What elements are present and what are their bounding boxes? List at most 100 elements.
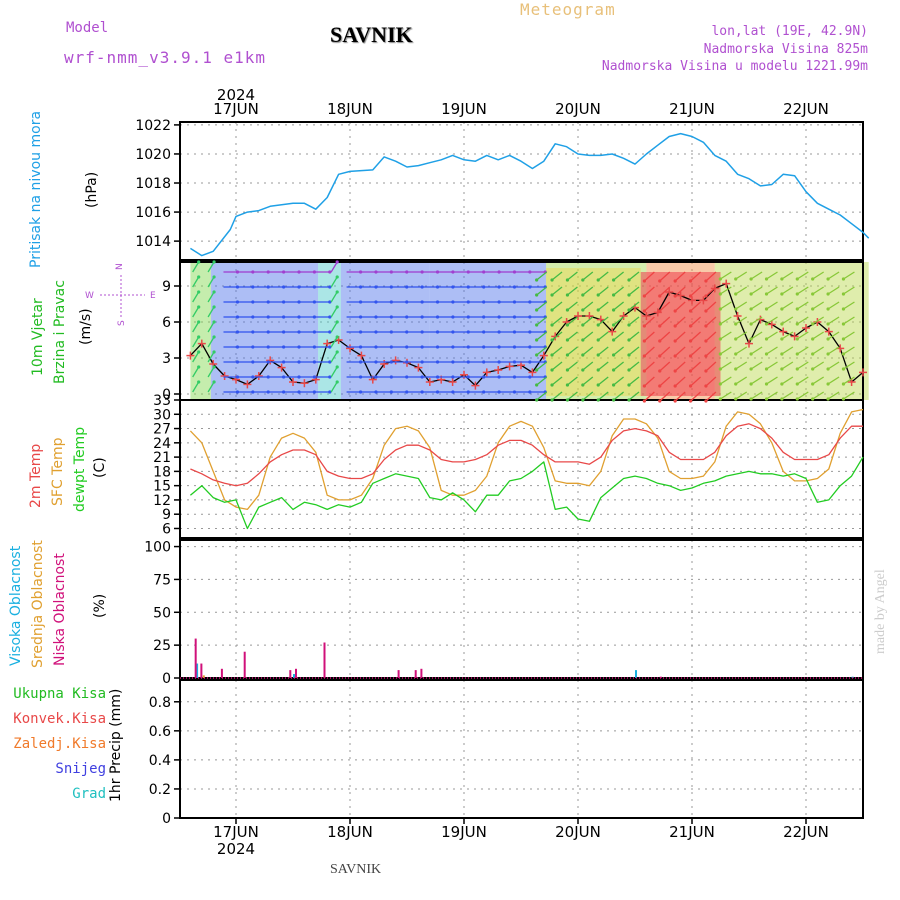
wind-arrow — [796, 316, 809, 325]
wind-arrow-head — [328, 285, 332, 289]
wind-arrow-head — [497, 390, 501, 394]
wind-arrow-head — [749, 337, 753, 341]
wind-arrow-head — [581, 383, 585, 387]
wind-arrow-head — [718, 382, 722, 386]
low-cloud-bar — [420, 668, 423, 678]
wind-arrow-head — [497, 300, 501, 304]
wind-arrow-head — [389, 360, 393, 364]
wind-arrow-head — [405, 330, 409, 334]
wind-arrow-head — [535, 323, 539, 327]
wind-arrow-head — [389, 345, 393, 349]
wind-arrow-head — [335, 290, 339, 294]
wind-arrow-head — [704, 339, 708, 343]
wind-arrow — [567, 391, 578, 401]
y-tick-label: 0 — [162, 671, 171, 687]
wind-arrow — [796, 301, 809, 310]
wind-arrow — [827, 391, 840, 400]
wind-arrow — [567, 316, 578, 326]
wind-arrow — [690, 271, 701, 282]
wind-arrow — [597, 376, 609, 386]
wind-arrow — [567, 346, 578, 356]
wind-arrow-head — [335, 320, 339, 324]
wind-arrow — [781, 376, 794, 385]
wind-arrow-head — [235, 345, 240, 349]
wind-arrow — [674, 376, 686, 387]
wind-arrow — [330, 351, 338, 363]
wind-arrow-head — [197, 260, 201, 264]
wind-arrow-head — [482, 360, 486, 364]
wind-arrow-head — [550, 308, 554, 312]
wind-arrow-head — [565, 353, 570, 357]
wind-arrow-head — [235, 315, 240, 319]
wind-arrow-head — [374, 300, 378, 304]
wind-arrow — [719, 346, 732, 355]
wind-arrow-head — [581, 338, 585, 342]
wind-arrow-head — [764, 322, 769, 326]
wind-arrow-head — [235, 390, 240, 394]
wind-arrow — [812, 301, 825, 310]
wind-arrow — [582, 301, 594, 311]
wind-arrow-head — [482, 375, 486, 379]
day-label-top: 18JUN — [327, 100, 373, 118]
wind-arrow — [613, 391, 625, 401]
wind-arrow-head — [466, 390, 470, 394]
wind-arrow-head — [535, 383, 539, 387]
wind-arrow-head — [389, 270, 393, 274]
wind-arrow-head — [780, 397, 784, 401]
wind-arrow-head — [673, 294, 677, 298]
wind-arrow-head — [389, 375, 393, 379]
wind-arrow-head — [405, 285, 409, 289]
wind-arrow-head — [497, 345, 501, 349]
wind-arrow-head — [282, 300, 286, 304]
wind-arrow-head — [466, 315, 470, 319]
wind-arrow — [690, 331, 701, 342]
wind-arrow — [330, 306, 338, 318]
wind-arrow — [719, 286, 732, 295]
wind-arrow-head — [235, 300, 240, 304]
wind-arrow-head — [405, 270, 409, 274]
year-label-top: 2024 — [217, 86, 255, 104]
wind-arrow — [705, 271, 717, 282]
wind-arrow — [613, 361, 625, 371]
legend-hail: Grad — [72, 786, 106, 802]
y-tick-label: 12 — [153, 493, 171, 509]
wind-arrow — [812, 331, 825, 340]
wind-arrow-head — [718, 322, 722, 326]
wind-arrow-head — [673, 354, 677, 358]
wind-arrow-head — [328, 345, 332, 349]
wind-arrow-head — [197, 275, 201, 279]
wind-arrow — [766, 271, 778, 280]
wind-arrow-head — [795, 292, 799, 296]
panel-frame — [179, 399, 864, 539]
wind-arrow-head — [535, 278, 539, 282]
wind-arrow-head — [251, 330, 255, 334]
wind-arrow — [551, 271, 563, 281]
wind-arrow — [192, 276, 200, 288]
wind-arrow-head — [642, 339, 646, 343]
wind-arrow-head — [405, 375, 409, 379]
wind-arrow-head — [749, 382, 753, 386]
wind-arrow-head — [451, 315, 455, 319]
wind-arrow-head — [512, 360, 517, 364]
wind-arrow — [536, 331, 548, 341]
wind-arrow — [597, 286, 609, 296]
wind-arrow-head — [688, 339, 693, 343]
wind-arrow — [207, 381, 215, 393]
wind-arrow — [628, 316, 640, 326]
y-tick-label: 30 — [153, 407, 171, 423]
wind-arrow-head — [764, 382, 769, 386]
wind-arrow-head — [688, 399, 693, 403]
wind-arrow — [705, 301, 717, 312]
wind-arrow — [705, 376, 717, 387]
wind-arrow — [628, 346, 640, 356]
wind-arrow-head — [197, 335, 201, 339]
model-label: Model — [66, 20, 109, 36]
wind-arrow-head — [420, 330, 424, 334]
wind-arrow-head — [374, 375, 378, 379]
wind-arrow-head — [734, 277, 738, 281]
wind-arrow — [628, 391, 640, 401]
wind-arrow-head — [565, 338, 570, 342]
wind-arrow-head — [335, 335, 339, 339]
day-label-bottom: 18JUN — [327, 823, 373, 841]
wind-arrow-head — [841, 382, 846, 386]
